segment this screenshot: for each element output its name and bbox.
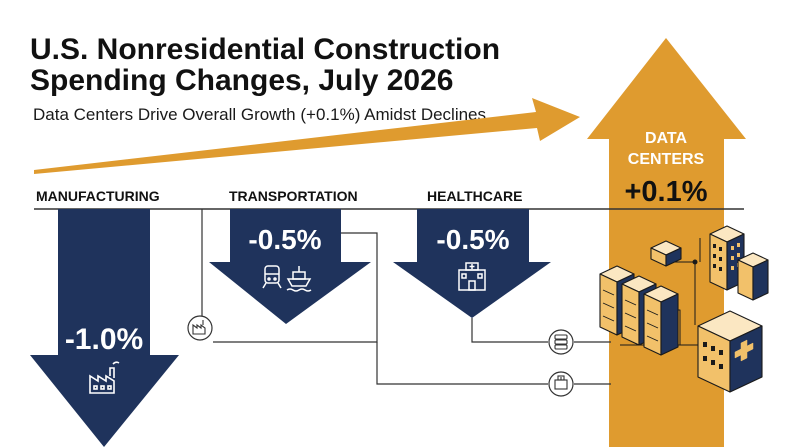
factory-small-icon [192,320,206,335]
hospital-badge [548,371,574,397]
factory-icon [89,361,120,394]
manufacturing-heading: MANUFACTURING [36,188,160,204]
mid-building-right [737,252,769,301]
hospital-small-icon [554,375,568,390]
healthcare-heading: HEALTHCARE [427,188,522,204]
data-centers-label-line2: CENTERS [628,151,705,168]
factory-badge [187,315,213,341]
server-badge [548,329,574,355]
data-centers-change-value: +0.1% [624,176,707,208]
overall-growth-arrow: OVERALL GROWTH (+0.1%) [34,98,580,174]
medical-building [697,310,763,393]
ship-icon [286,266,312,292]
transportation-arrow: -0.5% [209,209,371,324]
manufacturing-arrow: -1.0% [30,209,179,447]
train-icon [262,265,282,289]
server-small-icon [554,334,568,350]
hospital-icon [458,262,486,291]
healthcare-change-value: -0.5% [436,224,509,255]
page-title: U.S. Nonresidential Construction Spendin… [30,33,501,97]
data-centers-label-line1: DATA [645,130,688,147]
data-center-illustration [599,225,769,393]
healthcare-arrow: -0.5% [393,209,551,318]
transportation-heading: TRANSPORTATION [229,188,358,204]
overall-growth-label: OVERALL GROWTH (+0.1%) [280,152,448,166]
transportation-change-value: -0.5% [248,224,321,255]
page-subtitle: Data Centers Drive Overall Growth (+0.1%… [33,105,487,124]
manufacturing-change-value: -1.0% [65,323,143,356]
small-server-block [650,240,682,267]
server-rack-row [599,265,679,356]
tall-tower-building [709,225,745,291]
